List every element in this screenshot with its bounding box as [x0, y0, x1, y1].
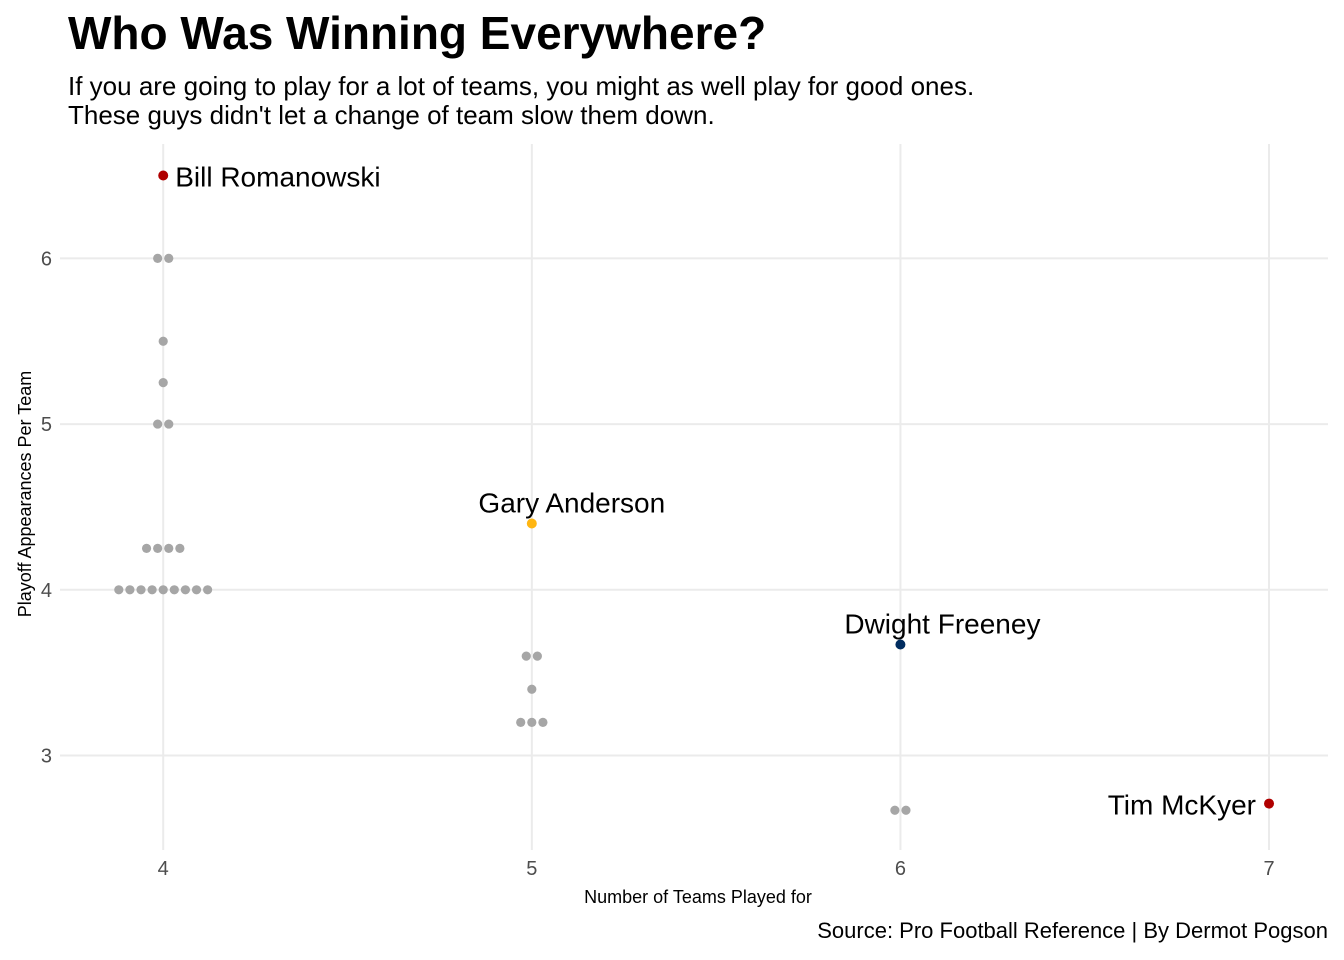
x-tick-label: 4: [158, 858, 169, 880]
data-point: [516, 717, 526, 727]
player-label: Dwight Freeney: [844, 608, 1040, 639]
grid-lines: [60, 144, 1328, 850]
y-tick-label: 4: [41, 580, 52, 602]
data-point: [164, 543, 174, 553]
data-point: [191, 585, 202, 595]
y-tick-label: 3: [41, 746, 52, 768]
data-point: [538, 717, 548, 727]
data-point: [164, 419, 174, 429]
player-label: Bill Romanowski: [175, 161, 380, 192]
data-point: [521, 651, 531, 661]
data-point: [141, 543, 152, 553]
data-point: [527, 717, 537, 727]
data-point: [147, 585, 157, 595]
data-point: [901, 805, 911, 815]
data-point: [158, 585, 168, 595]
source-caption: Source: Pro Football Reference | By Derm…: [817, 918, 1328, 943]
data-point: [136, 585, 146, 595]
data-point: [890, 805, 900, 815]
highlight-point: [1264, 798, 1275, 809]
y-tick-label: 5: [41, 414, 52, 436]
subtitle-line-1: If you are going to play for a lot of te…: [68, 71, 975, 101]
data-point: [153, 419, 163, 429]
data-point: [169, 585, 179, 595]
highlight-point: [158, 170, 169, 181]
highlight-point: [895, 639, 906, 650]
data-point: [153, 253, 163, 263]
subtitle-line-2: These guys didn't let a change of team s…: [68, 100, 715, 130]
chart-subtitle: If you are going to play for a lot of te…: [68, 72, 974, 130]
player-labels: Bill Romanowski Gary Anderson Dwight Freen…: [175, 161, 1256, 820]
data-point: [532, 651, 542, 661]
y-axis-title: Playoff Appearances Per Team: [15, 371, 35, 618]
x-tick-label: 5: [526, 858, 537, 880]
highlighted-points: [158, 170, 1275, 809]
player-label: Gary Anderson: [478, 488, 665, 519]
data-point: [158, 336, 168, 346]
axis-tick-labels: 4 5 6 7 3 4 5 6: [41, 248, 1275, 880]
x-tick-label: 7: [1263, 858, 1274, 880]
data-point: [203, 585, 213, 595]
highlight-point: [526, 518, 537, 529]
data-point: [164, 253, 174, 263]
data-point: [125, 585, 135, 595]
y-tick-label: 6: [41, 248, 52, 270]
chart-title: Who Was Winning Everywhere?: [68, 7, 767, 59]
data-point: [158, 378, 168, 388]
x-axis-title: Number of Teams Played for: [584, 887, 812, 907]
x-tick-label: 6: [895, 858, 906, 880]
data-point: [153, 543, 163, 553]
data-point: [175, 543, 185, 553]
player-label: Tim McKyer: [1108, 790, 1256, 821]
data-points: [114, 253, 911, 815]
data-point: [114, 585, 124, 595]
data-point: [180, 585, 191, 595]
data-point: [527, 684, 537, 694]
